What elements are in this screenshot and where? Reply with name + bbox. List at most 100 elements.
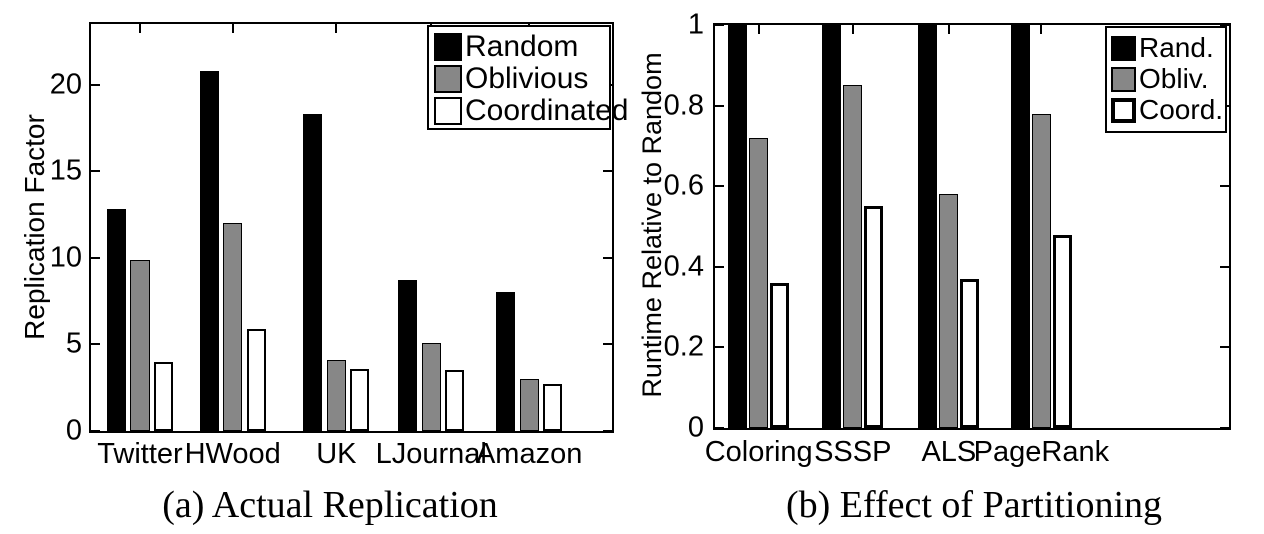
legend-swatch-icon bbox=[1111, 97, 1136, 123]
bar-rand-coloring bbox=[728, 25, 748, 428]
x-category-label: UK bbox=[316, 438, 357, 470]
plot-area-a: Random Oblivious Coordinated bbox=[89, 22, 628, 433]
bar-random-amazon bbox=[496, 292, 516, 431]
legend-swatch-icon bbox=[1111, 35, 1136, 61]
x-tick-labels-b: Coloring SSSP ALS PageRank bbox=[705, 436, 1229, 470]
y-tick-mark bbox=[91, 343, 100, 346]
bar-rand-sssp bbox=[822, 25, 842, 428]
x-tick-mark bbox=[851, 25, 854, 34]
x-tick-mark bbox=[138, 24, 141, 33]
legend-label: Obliv. bbox=[1139, 63, 1209, 94]
x-tick-mark bbox=[947, 25, 950, 34]
y-tick-mark bbox=[715, 346, 724, 349]
legend-swatch-icon bbox=[1111, 66, 1136, 92]
x-category-label: HWood bbox=[184, 438, 281, 470]
legend-b: Rand. Obliv. Coord. bbox=[1105, 26, 1227, 133]
y-tick-label: 0.4 bbox=[663, 250, 704, 283]
bar-obliv-sssp bbox=[843, 85, 863, 428]
bar-oblivious-ljournal bbox=[421, 342, 441, 431]
legend-entry-coord: Coord. bbox=[1111, 96, 1225, 124]
y-tick-mark bbox=[1220, 185, 1229, 188]
y-tick-label: 0.8 bbox=[663, 89, 704, 122]
bar-coord-sssp bbox=[864, 206, 884, 428]
x-tick-labels-a: Twitter HWood UK LJournal Amazon bbox=[91, 438, 612, 472]
y-tick-mark bbox=[91, 430, 100, 432]
x-category-label: ALS bbox=[921, 436, 977, 468]
bar-coordinated-twitter bbox=[153, 361, 174, 431]
bar-oblivious-amazon bbox=[519, 379, 539, 431]
x-category-label: SSSP bbox=[814, 436, 892, 468]
y-tick-mark bbox=[715, 24, 724, 26]
y-tick-labels-b: 0 0.2 0.4 0.6 0.8 1 bbox=[630, 10, 704, 442]
legend-label: Oblivious bbox=[465, 61, 589, 95]
legend-entry-rand: Rand. bbox=[1111, 34, 1225, 62]
y-tick-label: 5 bbox=[65, 327, 82, 360]
y-tick-label: 20 bbox=[49, 68, 82, 101]
x-tick-mark bbox=[231, 24, 234, 33]
caption-a: (a) Actual Replication bbox=[162, 484, 498, 526]
y-tick-label: 15 bbox=[49, 154, 82, 187]
bar-random-uk bbox=[303, 114, 323, 431]
caption-b: (b) Effect of Partitioning bbox=[785, 484, 1163, 526]
bar-oblivious-hwood bbox=[223, 223, 243, 431]
x-tick-mark bbox=[757, 25, 760, 34]
y-tick-label: 10 bbox=[49, 241, 82, 274]
y-tick-mark bbox=[715, 265, 724, 268]
y-tick-mark bbox=[603, 256, 612, 259]
y-tick-mark bbox=[603, 170, 612, 173]
y-tick-mark bbox=[603, 343, 612, 346]
x-category-label: Twitter bbox=[97, 438, 183, 470]
legend-entry-random: Random bbox=[434, 29, 609, 63]
x-tick-mark bbox=[335, 24, 338, 33]
y-tick-mark bbox=[91, 170, 100, 173]
y-tick-mark bbox=[603, 430, 612, 432]
y-tick-mark bbox=[715, 104, 724, 107]
legend-entry-obliv: Obliv. bbox=[1111, 65, 1225, 93]
bar-oblivious-twitter bbox=[130, 259, 150, 431]
y-tick-mark bbox=[91, 256, 100, 259]
legend-label: Coord. bbox=[1139, 94, 1224, 125]
bar-coord-als bbox=[960, 278, 980, 428]
y-tick-mark bbox=[715, 427, 724, 429]
legend-swatch-icon bbox=[434, 96, 462, 125]
bar-coordinated-ljournal bbox=[445, 370, 465, 431]
y-tick-mark bbox=[91, 83, 100, 86]
bar-coord-coloring bbox=[770, 282, 790, 428]
bar-obliv-pagerank bbox=[1031, 113, 1051, 428]
y-tick-label: 0.6 bbox=[663, 169, 704, 202]
x-category-label: LJournal bbox=[375, 438, 487, 470]
legend-swatch-icon bbox=[434, 32, 462, 61]
bar-obliv-coloring bbox=[749, 137, 769, 428]
x-category-label: Coloring bbox=[704, 436, 813, 468]
y-tick-mark bbox=[1220, 427, 1229, 429]
bar-coordinated-uk bbox=[350, 368, 370, 431]
bar-coordinated-amazon bbox=[543, 384, 563, 431]
y-tick-label: 0 bbox=[687, 411, 704, 444]
legend-a: Random Oblivious Coordinated bbox=[427, 25, 628, 130]
x-category-label: Amazon bbox=[475, 438, 583, 470]
bar-coordinated-hwood bbox=[246, 328, 266, 431]
legend-entry-oblivious: Oblivious bbox=[434, 61, 609, 95]
bar-coord-pagerank bbox=[1052, 234, 1072, 428]
bar-random-twitter bbox=[106, 209, 126, 431]
bar-random-ljournal bbox=[398, 280, 418, 431]
legend-label: Random bbox=[465, 29, 579, 63]
y-tick-mark bbox=[1220, 265, 1229, 268]
y-tick-mark bbox=[715, 185, 724, 188]
bar-obliv-als bbox=[939, 194, 959, 428]
legend-swatch-icon bbox=[434, 64, 462, 93]
y-tick-label: 0.2 bbox=[663, 330, 704, 363]
y-tick-label: 0 bbox=[65, 414, 82, 447]
y-tick-mark bbox=[1220, 346, 1229, 349]
x-tick-mark bbox=[1040, 25, 1043, 34]
bar-rand-pagerank bbox=[1010, 25, 1030, 428]
legend-entry-coordinated: Coordinated bbox=[434, 95, 628, 125]
bar-random-hwood bbox=[199, 70, 219, 431]
legend-label: Coordinated bbox=[465, 93, 629, 127]
y-tick-mark bbox=[1220, 24, 1229, 26]
bar-oblivious-uk bbox=[326, 360, 346, 431]
y-tick-labels-a: 0 5 10 15 20 bbox=[12, 24, 82, 445]
x-category-label: PageRank bbox=[973, 436, 1110, 468]
legend-label: Rand. bbox=[1139, 32, 1214, 63]
